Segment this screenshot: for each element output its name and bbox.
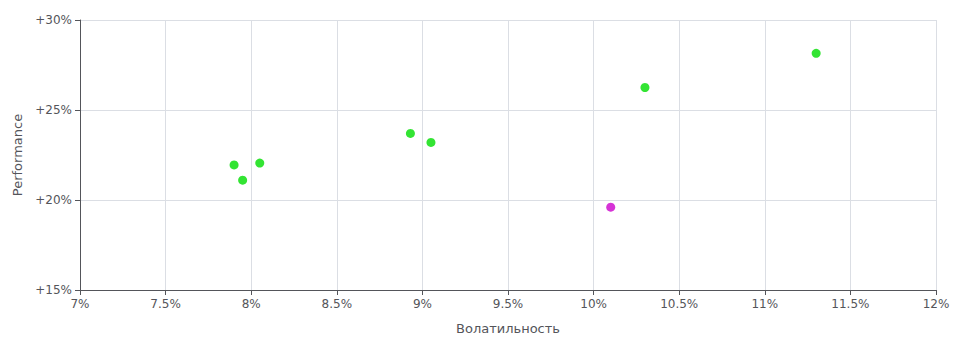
svg-text:+25%: +25% (35, 103, 72, 117)
svg-text:9.5%: 9.5% (493, 297, 524, 311)
svg-text:+20%: +20% (35, 193, 72, 207)
svg-text:+15%: +15% (35, 283, 72, 297)
svg-text:+30%: +30% (35, 13, 72, 27)
svg-text:11%: 11% (751, 297, 778, 311)
svg-text:8%: 8% (242, 297, 261, 311)
svg-text:Волатильность: Волатильность (456, 321, 560, 336)
svg-text:8.5%: 8.5% (322, 297, 353, 311)
svg-text:Performance: Performance (10, 114, 25, 196)
svg-text:11.5%: 11.5% (831, 297, 869, 311)
svg-text:7.5%: 7.5% (150, 297, 181, 311)
svg-text:10%: 10% (580, 297, 607, 311)
svg-text:10.5%: 10.5% (660, 297, 698, 311)
svg-text:7%: 7% (70, 297, 89, 311)
svg-text:12%: 12% (923, 297, 950, 311)
svg-text:9%: 9% (413, 297, 432, 311)
